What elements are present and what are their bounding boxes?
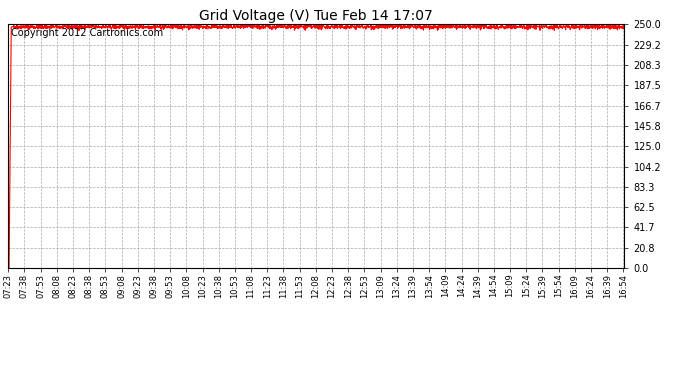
- Text: Copyright 2012 Cartronics.com: Copyright 2012 Cartronics.com: [11, 28, 164, 38]
- Title: Grid Voltage (V) Tue Feb 14 17:07: Grid Voltage (V) Tue Feb 14 17:07: [199, 9, 433, 23]
